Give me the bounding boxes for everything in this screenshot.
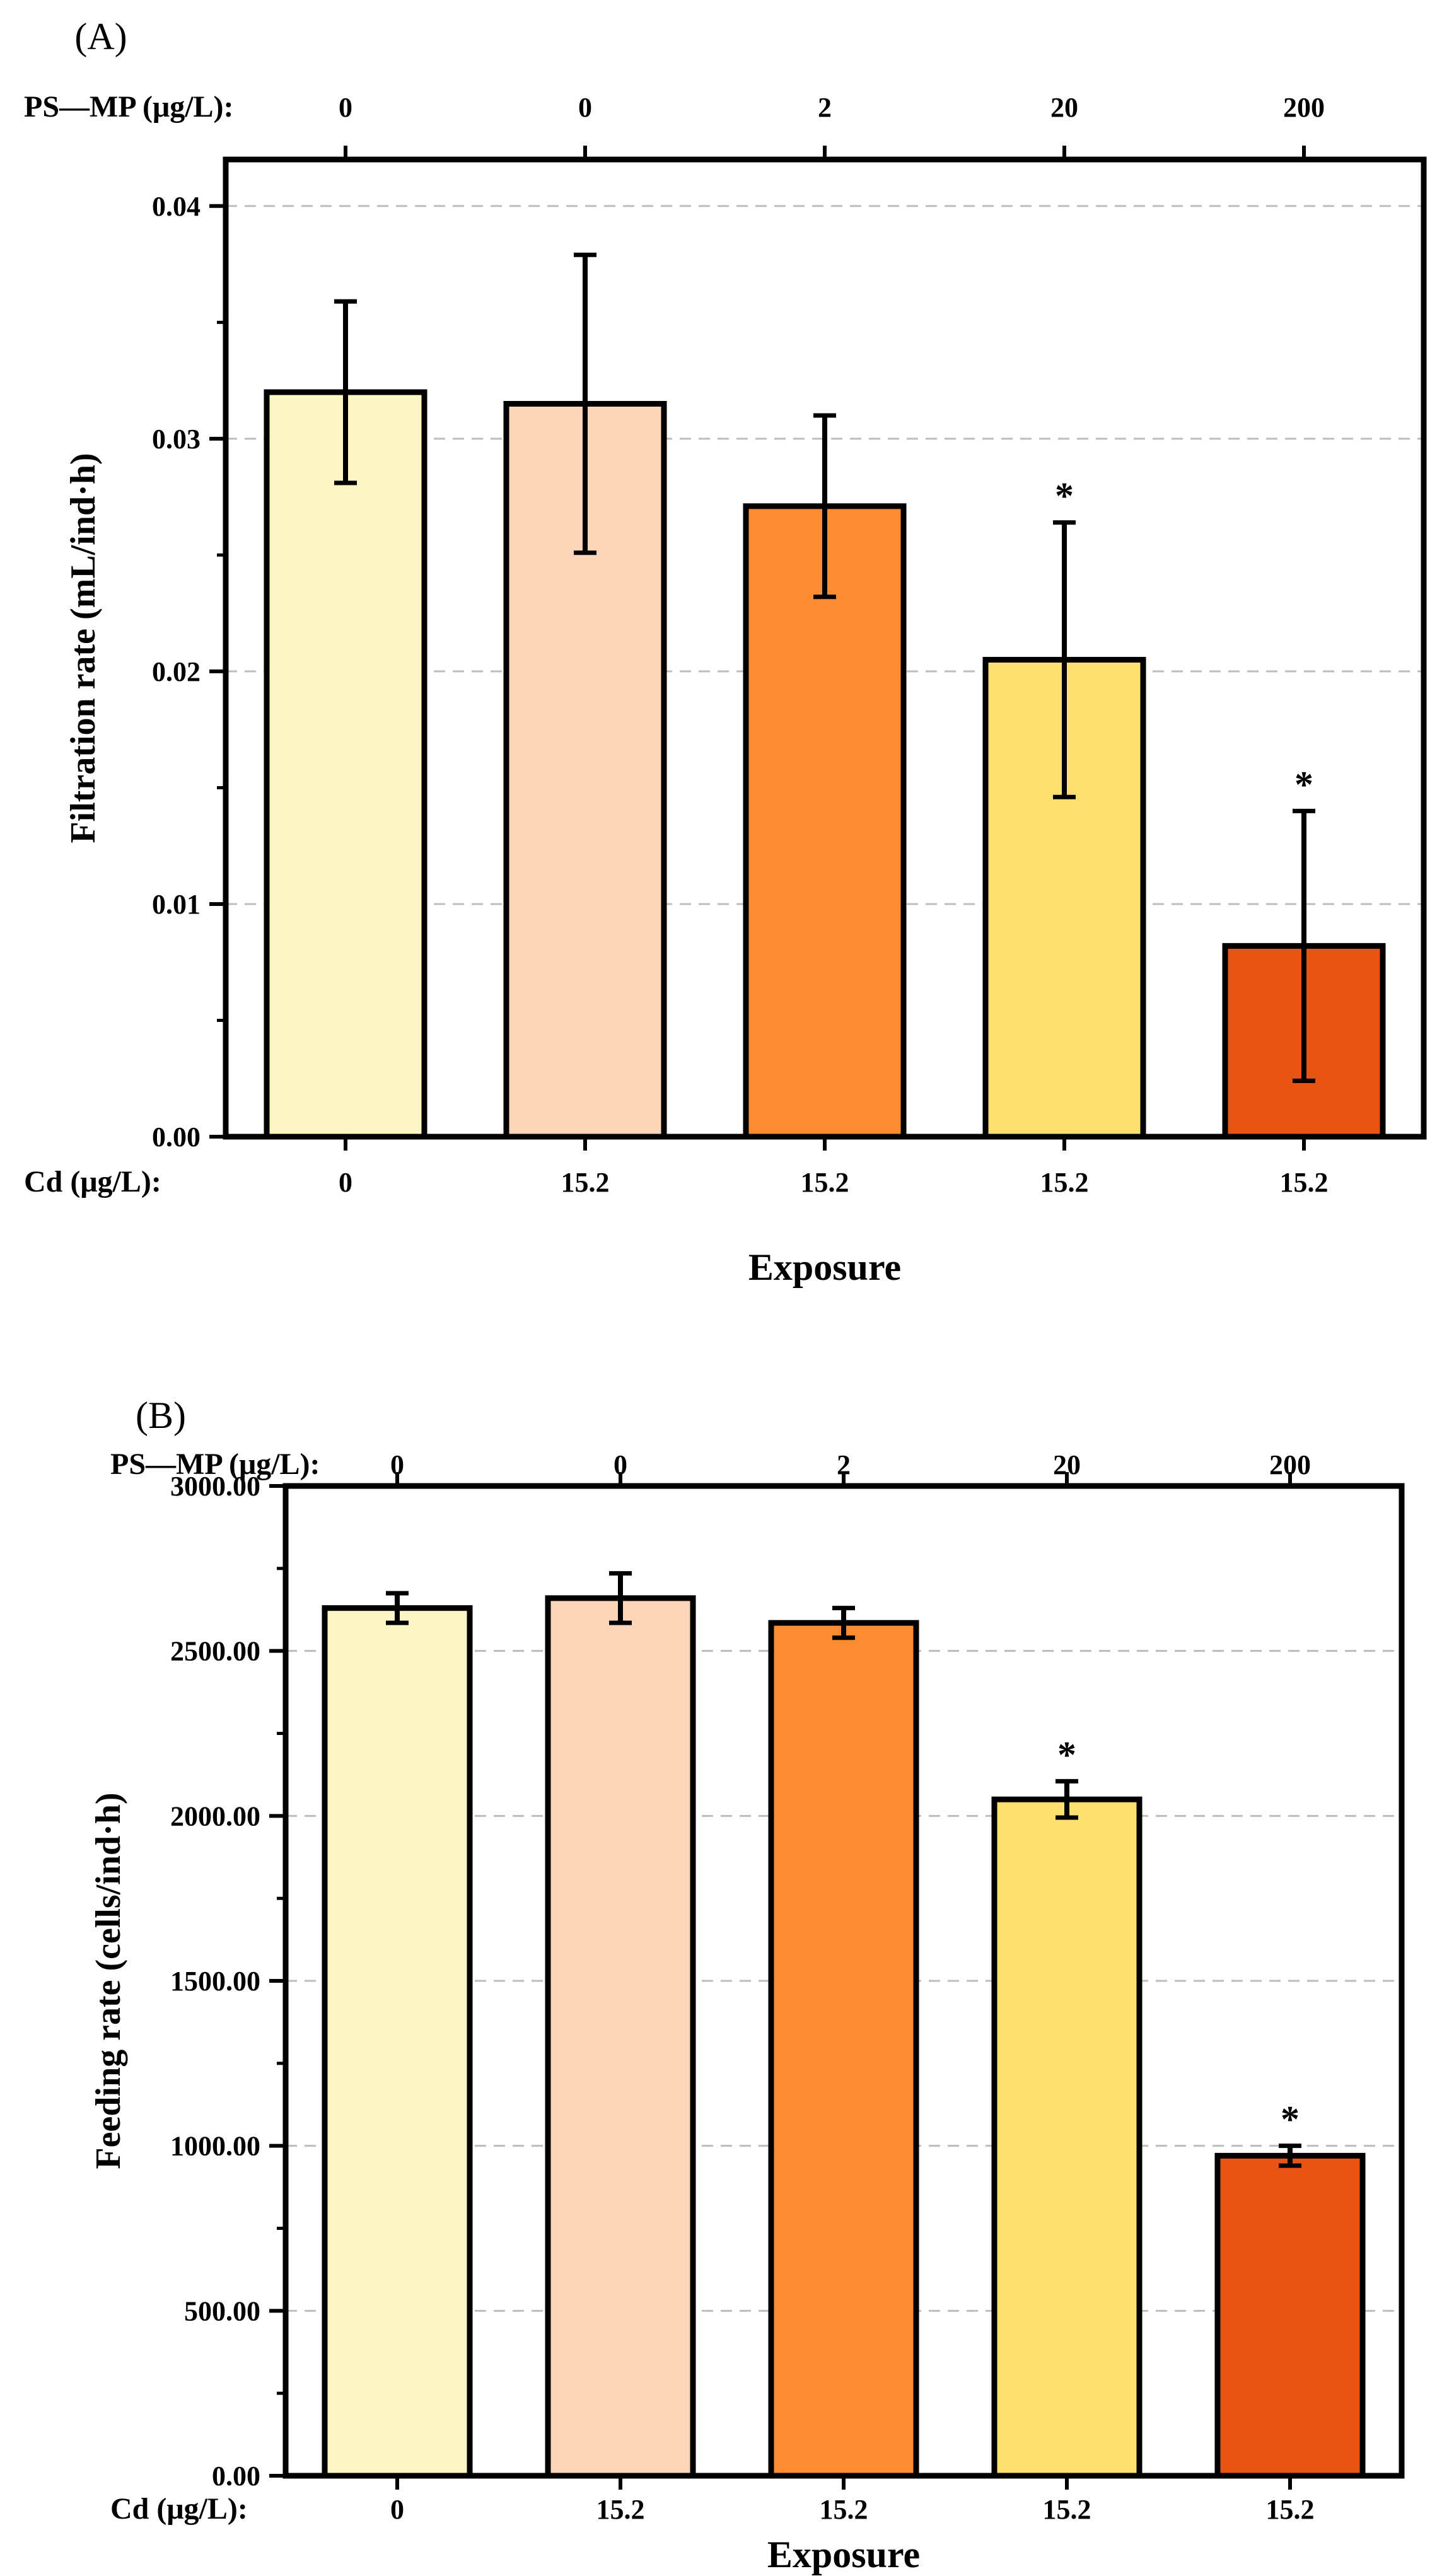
x-tick-label-cd: 15.2 bbox=[1266, 2494, 1315, 2525]
y-tick-label: 1500.00 bbox=[170, 1966, 260, 1997]
x-tick-label-cd: 15.2 bbox=[1043, 2494, 1091, 2525]
y-tick-label: 3000.00 bbox=[170, 1471, 260, 1502]
y-tick-label: 2000.00 bbox=[170, 1801, 260, 1831]
panel-label: (B) bbox=[136, 1395, 186, 1436]
x-tick-label-cd: 0 bbox=[390, 2494, 404, 2525]
y-tick-label: 0.01 bbox=[152, 889, 201, 920]
y-tick-label: 0.00 bbox=[212, 2461, 260, 2492]
x-tick-label-psmp: 20 bbox=[1053, 1449, 1081, 1480]
bar bbox=[991, 1796, 1143, 2479]
x-tick-label-psmp: 200 bbox=[1283, 92, 1325, 123]
y-axis-title: Filtration rate (mL/ind·h) bbox=[64, 453, 103, 843]
y-axis-title: Feeding rate (cells/ind·h) bbox=[89, 1792, 128, 2169]
significance-star: * bbox=[1055, 475, 1074, 517]
x-tick-label-psmp: 0 bbox=[339, 92, 352, 123]
panel-b: (B)0015.2015.22*15.220*15.22000.00500.00… bbox=[89, 1395, 1405, 2575]
x-tick-label-cd: 15.2 bbox=[1280, 1167, 1329, 1198]
y-tick-label: 2500.00 bbox=[170, 1636, 260, 1667]
bar bbox=[743, 503, 907, 1140]
significance-star: * bbox=[1281, 2099, 1300, 2140]
x-axis-title: Exposure bbox=[767, 2534, 920, 2575]
x-tick-label-cd: 15.2 bbox=[801, 1167, 849, 1198]
x-axis-title: Exposure bbox=[748, 1246, 901, 1288]
x-tick-label-psmp: 0 bbox=[614, 1449, 627, 1480]
bar bbox=[768, 1620, 919, 2479]
plot-frame bbox=[223, 156, 1427, 1140]
top-row-title: PS—MP (μg/L): bbox=[110, 1448, 320, 1481]
y-tick-label: 1000.00 bbox=[170, 2131, 260, 2162]
bar bbox=[264, 389, 427, 1140]
bottom-row-title: Cd (μg/L): bbox=[24, 1165, 161, 1198]
x-tick-label-psmp: 2 bbox=[818, 92, 832, 123]
significance-star: * bbox=[1057, 1734, 1076, 1775]
x-tick-label-psmp: 200 bbox=[1269, 1449, 1311, 1480]
y-tick-label: 0.04 bbox=[152, 191, 201, 222]
y-tick-label: 0.02 bbox=[152, 656, 201, 687]
x-tick-label-cd: 15.2 bbox=[596, 2494, 645, 2525]
x-tick-label-psmp: 0 bbox=[578, 92, 592, 123]
bar bbox=[1214, 2152, 1366, 2479]
x-tick-label-cd: 15.2 bbox=[561, 1167, 610, 1198]
panel-a: (A) 0 0 15.2 0 15.2 2 * 15.2 20 * 15.2 200 0.00 0.01 0.… bbox=[24, 16, 1427, 1288]
bottom-row-title: Cd (μg/L): bbox=[110, 2492, 248, 2526]
y-tick-label: 0.00 bbox=[152, 1122, 201, 1152]
panel-label: (A) bbox=[74, 16, 127, 57]
y-tick-label: 0.03 bbox=[152, 424, 201, 455]
x-tick-label-cd: 0 bbox=[339, 1167, 352, 1198]
significance-star: * bbox=[1294, 763, 1313, 805]
x-tick-label-psmp: 20 bbox=[1050, 92, 1078, 123]
x-tick-label-cd: 15.2 bbox=[1040, 1167, 1089, 1198]
x-tick-label-psmp: 2 bbox=[837, 1449, 851, 1480]
bar bbox=[322, 1605, 473, 2479]
top-row-title: PS—MP (μg/L): bbox=[24, 90, 234, 124]
y-tick-label: 500.00 bbox=[184, 2295, 260, 2326]
bar bbox=[545, 1595, 696, 2479]
x-tick-label-cd: 15.2 bbox=[820, 2494, 868, 2525]
x-tick-label-psmp: 0 bbox=[390, 1449, 404, 1480]
